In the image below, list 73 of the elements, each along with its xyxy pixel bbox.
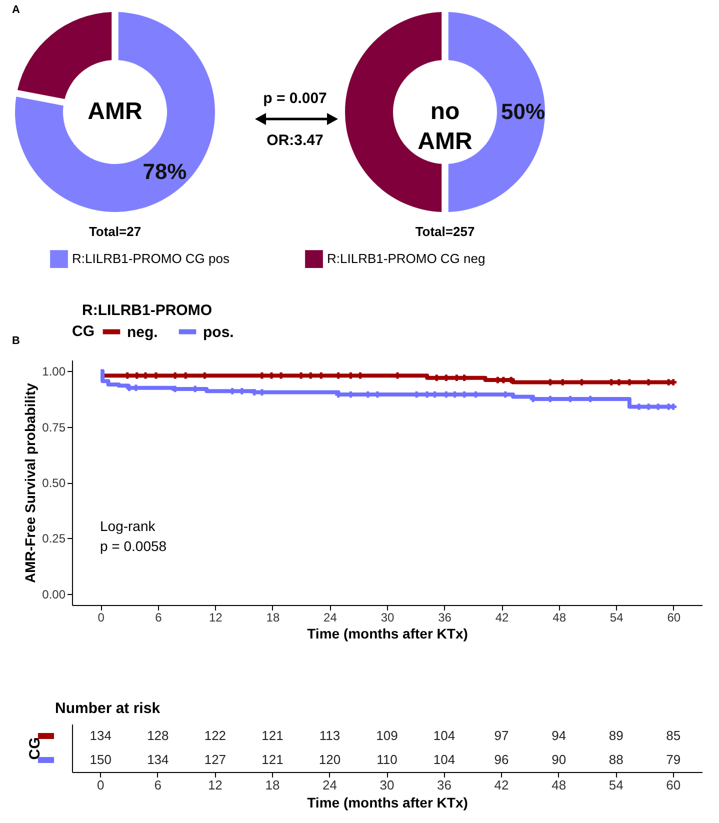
data-label: 127 <box>204 752 226 767</box>
x-tick-label: 60 <box>666 778 681 792</box>
data-label: 128 <box>147 728 169 743</box>
data-label: 88 <box>608 752 624 767</box>
data-label: 122 <box>204 728 226 743</box>
text: B <box>12 335 20 347</box>
legend-label: R:LILRB1-PROMO CG neg <box>327 251 486 266</box>
data-label: 110 <box>376 752 398 767</box>
y-tick-label: 0.75 <box>42 420 66 434</box>
x-tick-label: 30 <box>380 778 394 792</box>
y-tick-label: 0.00 <box>42 587 66 602</box>
x-tick-label: 24 <box>322 778 337 792</box>
data-label: 134 <box>147 752 169 767</box>
data-label: 120 <box>318 752 341 767</box>
x-tick-label: 18 <box>266 610 280 624</box>
text: A <box>12 4 20 16</box>
text: AMR <box>88 98 142 125</box>
data-label: 104 <box>433 752 456 767</box>
data-label: 109 <box>376 728 398 743</box>
data-label: 113 <box>319 728 340 743</box>
data-label: 90 <box>552 752 566 767</box>
x-tick-label: 42 <box>494 778 509 792</box>
x-tick-label: 24 <box>324 610 338 624</box>
x-tick-label: 0 <box>97 778 104 792</box>
data-label: 85 <box>666 728 681 743</box>
text: no AMR <box>418 98 472 155</box>
data-label: 96 <box>494 752 509 767</box>
legend-label: R:LILRB1-PROMO CG pos <box>72 251 230 266</box>
x-tick-label: 0 <box>98 610 105 624</box>
y-tick-label: 0.50 <box>42 476 66 490</box>
y-tick-label: 0.25 <box>42 532 66 546</box>
donut-slice <box>17 12 112 99</box>
x-tick-label: 6 <box>154 778 162 792</box>
data-label: 97 <box>494 728 509 743</box>
data-label: 94 <box>552 728 566 743</box>
legend-label: neg. <box>127 324 158 341</box>
x-tick-label: 54 <box>610 610 624 624</box>
legend-label: pos. <box>203 324 234 341</box>
x-tick-label: 18 <box>265 778 280 792</box>
chart-title: R:LILRB1-PROMO <box>82 302 212 319</box>
x-tick-label: 54 <box>608 778 624 792</box>
y-axis-title: CG <box>26 737 44 760</box>
x-tick-label: 48 <box>552 610 566 624</box>
text: Total=27 <box>88 224 142 239</box>
x-tick-label: 6 <box>155 610 162 624</box>
x-axis-title: Time (months after KTx) <box>307 794 468 810</box>
y-axis-title: AMR-Free Survival probability <box>22 382 38 583</box>
y-tick-label: 1.00 <box>42 364 66 379</box>
text: p = 0.007 <box>263 90 327 107</box>
data-label: 150 <box>90 752 112 767</box>
x-tick-label: 36 <box>438 610 452 624</box>
chart-title: Number at risk <box>55 700 161 717</box>
x-tick-label: 12 <box>208 778 222 792</box>
legend-title: CG <box>72 323 94 340</box>
x-tick-label: 12 <box>209 610 223 624</box>
x-tick-label: 60 <box>667 610 681 624</box>
x-tick-label: 36 <box>437 778 452 792</box>
data-label: 121 <box>262 752 284 767</box>
text: Total=257 <box>415 224 475 239</box>
data-label: 79 <box>666 752 681 767</box>
x-tick-label: 30 <box>380 610 394 624</box>
data-label: 89 <box>608 728 624 743</box>
x-tick-label: 42 <box>495 610 510 624</box>
text: OR:3.47 <box>266 132 324 149</box>
x-axis-title: Time (months after KTx) <box>307 626 468 642</box>
annotation: Log-rank p = 0.0058 <box>100 518 167 554</box>
donut-slice <box>15 12 215 212</box>
data-label: 104 <box>433 728 456 743</box>
x-tick-label: 48 <box>552 778 566 792</box>
data-label: 121 <box>262 728 284 743</box>
data-label: 50% <box>500 99 546 124</box>
data-label: 134 <box>90 728 112 743</box>
data-label: 78% <box>142 159 187 184</box>
